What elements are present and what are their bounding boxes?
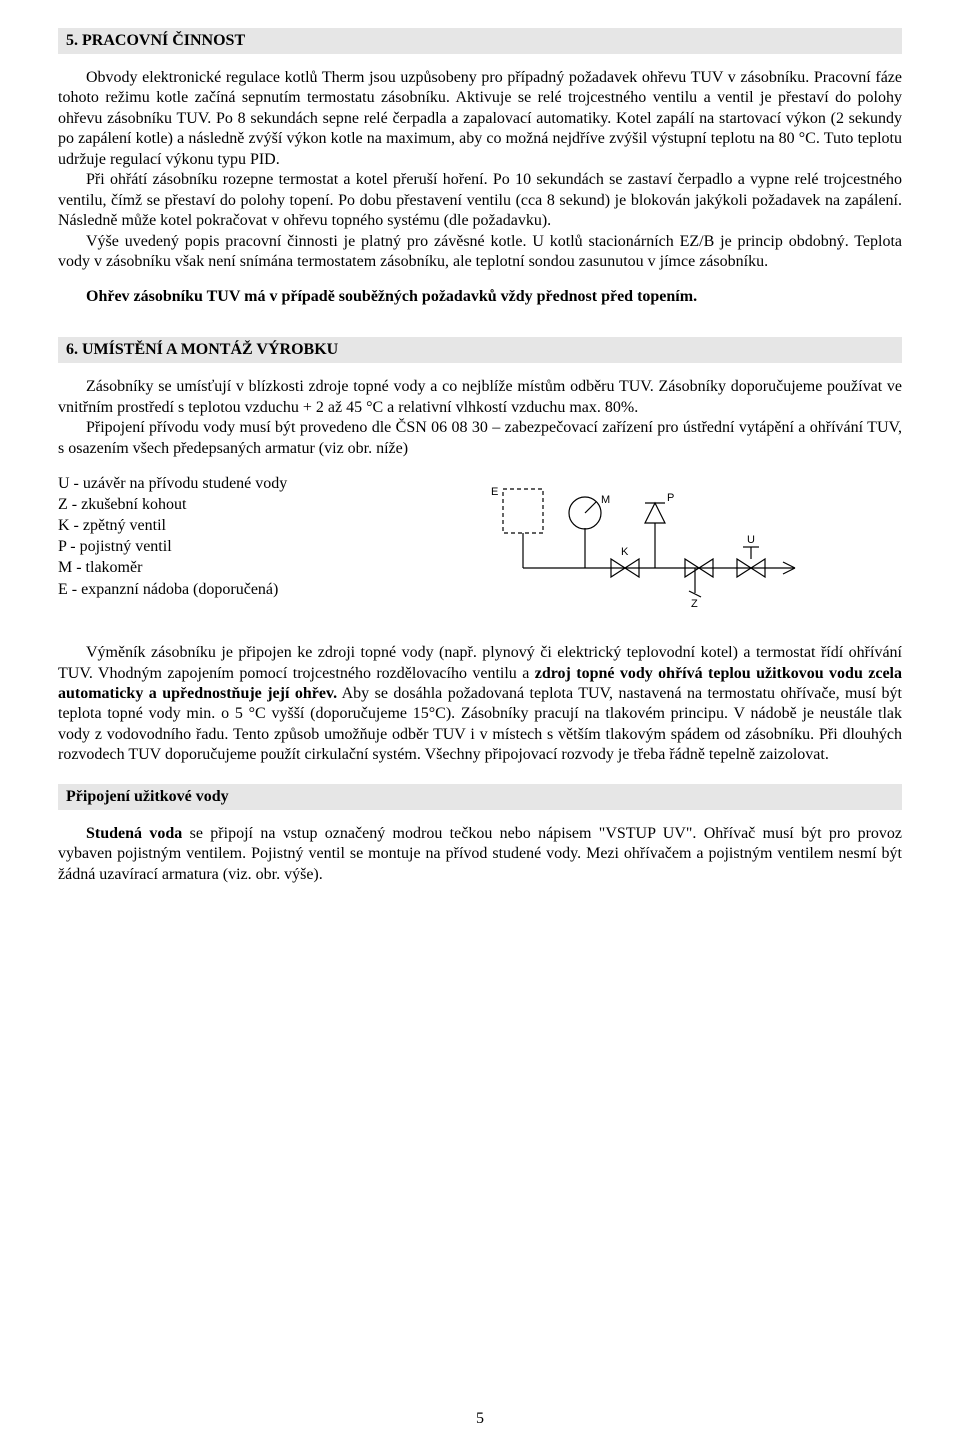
- diagram-label-u: U: [747, 534, 755, 546]
- diagram-label-m: M: [601, 494, 610, 506]
- legend-m: M - tlakoměr: [58, 557, 398, 578]
- subsection-heading: Připojení užitkové vody: [58, 784, 902, 810]
- section-5-heading: 5. PRACOVNÍ ČINNOST: [58, 28, 902, 54]
- section-6-heading: 6. UMÍSTĚNÍ A MONTÁŽ VÝROBKU: [58, 337, 902, 363]
- diagram-label-p: P: [667, 492, 674, 504]
- diagram-label-k: K: [621, 546, 629, 558]
- section-6-paragraph-3: Výměník zásobníku je připojen ke zdroji …: [58, 643, 902, 766]
- page-number: 5: [0, 1410, 960, 1428]
- legend-text: U - uzávěr na přívodu studené vody Z - z…: [58, 473, 398, 600]
- section-6-paragraph-1: Zásobníky se umísťují v blízkosti zdroje…: [58, 377, 902, 418]
- section-5-bold-note: Ohřev zásobníku TUV má v případě souběžn…: [58, 287, 902, 307]
- page: 5. PRACOVNÍ ČINNOST Obvody elektronické …: [0, 0, 960, 1448]
- legend-z: Z - zkušební kohout: [58, 494, 398, 515]
- legend-p: P - pojistný ventil: [58, 536, 398, 557]
- legend-and-diagram-row: U - uzávěr na přívodu studené vody Z - z…: [58, 473, 902, 623]
- legend-u: U - uzávěr na přívodu studené vody: [58, 473, 398, 494]
- piping-diagram: E M P K Z U: [485, 473, 815, 623]
- subsection-paragraph-1: Studená voda se připojí na vstup označen…: [58, 824, 902, 885]
- section-5-paragraph-2: Při ohřátí zásobníku rozepne termostat a…: [58, 170, 902, 231]
- sub-p1-bold: Studená voda: [86, 825, 182, 842]
- diagram-wrapper: E M P K Z U: [398, 473, 902, 623]
- section-5-paragraph-3: Výše uvedený popis pracovní činnosti je …: [58, 232, 902, 273]
- diagram-label-e: E: [491, 486, 498, 498]
- diagram-label-z: Z: [691, 598, 698, 610]
- sub-p1-post: se připojí na vstup označený modrou tečk…: [58, 825, 902, 883]
- legend-e: E - expanzní nádoba (doporučená): [58, 579, 398, 600]
- legend-k: K - zpětný ventil: [58, 515, 398, 536]
- section-6-paragraph-2: Připojení přívodu vody musí být proveden…: [58, 418, 902, 459]
- section-5-paragraph-1: Obvody elektronické regulace kotlů Therm…: [58, 68, 902, 170]
